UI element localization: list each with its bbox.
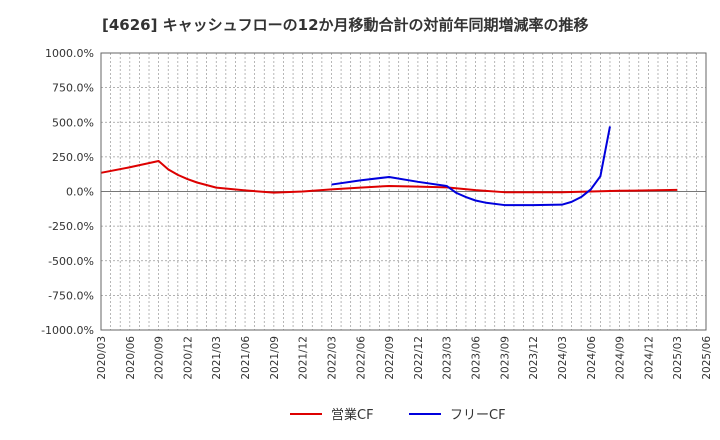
y-tick-label: -250.0%	[48, 220, 94, 233]
x-tick-label: 2023/09	[499, 336, 511, 380]
x-tick-label: 2022/06	[355, 336, 367, 380]
series-lines	[100, 126, 678, 207]
x-tick-label: 2023/06	[471, 336, 483, 380]
y-tick-label: 250.0%	[52, 151, 94, 164]
series-line-eigyo-cf	[100, 160, 678, 194]
legend-label-free: フリーCF	[450, 408, 506, 423]
x-tick-label: 2025/03	[672, 336, 684, 380]
x-tick-label: 2021/06	[240, 336, 252, 380]
x-tick-label: 2021/09	[269, 336, 281, 380]
y-tick-label: 750.0%	[52, 82, 94, 95]
x-tick-label: 2023/03	[442, 336, 454, 380]
series-line-free-cf	[331, 126, 611, 207]
legend-label-eigyo: 営業CF	[331, 407, 374, 423]
x-tick-label: 2021/12	[298, 336, 310, 380]
y-tick-label: -500.0%	[48, 255, 94, 268]
x-tick-label: 2025/06	[701, 336, 713, 380]
x-tick-label: 2022/03	[326, 336, 338, 380]
x-tick-label: 2024/06	[586, 336, 598, 380]
x-axis-ticks: 2020/03 2020/06 2020/09 2020/12 2021/03 2021/…	[96, 336, 713, 380]
legend: 営業CF フリーCF	[290, 407, 506, 423]
y-tick-label: 0.0%	[66, 186, 94, 199]
x-tick-label: 2020/06	[125, 336, 137, 380]
y-axis-ticks: 1000.0% 750.0% 500.0% 250.0% 0.0% -250.0% -500…	[41, 47, 94, 337]
x-tick-label: 2022/09	[384, 336, 396, 380]
x-tick-label: 2024/03	[557, 336, 569, 380]
x-tick-label: 2021/03	[211, 336, 223, 380]
y-tick-label: 1000.0%	[45, 47, 94, 60]
x-tick-label: 2023/12	[528, 336, 540, 380]
x-tick-label: 2024/09	[615, 336, 627, 380]
x-tick-label: 2024/12	[643, 336, 655, 380]
x-tick-label: 2020/03	[96, 336, 108, 380]
plot-frame	[100, 52, 707, 331]
x-tick-label: 2022/12	[413, 336, 425, 380]
y-tick-label: 500.0%	[52, 116, 94, 129]
y-tick-label: -750.0%	[48, 289, 94, 302]
x-tick-label: 2020/09	[154, 336, 166, 380]
y-tick-label: -1000.0%	[41, 324, 94, 337]
x-tick-label: 2020/12	[182, 336, 194, 380]
chart-title: [4626] キャッシュフローの12か月移動合計の対前年同期増減率の推移	[102, 16, 589, 34]
